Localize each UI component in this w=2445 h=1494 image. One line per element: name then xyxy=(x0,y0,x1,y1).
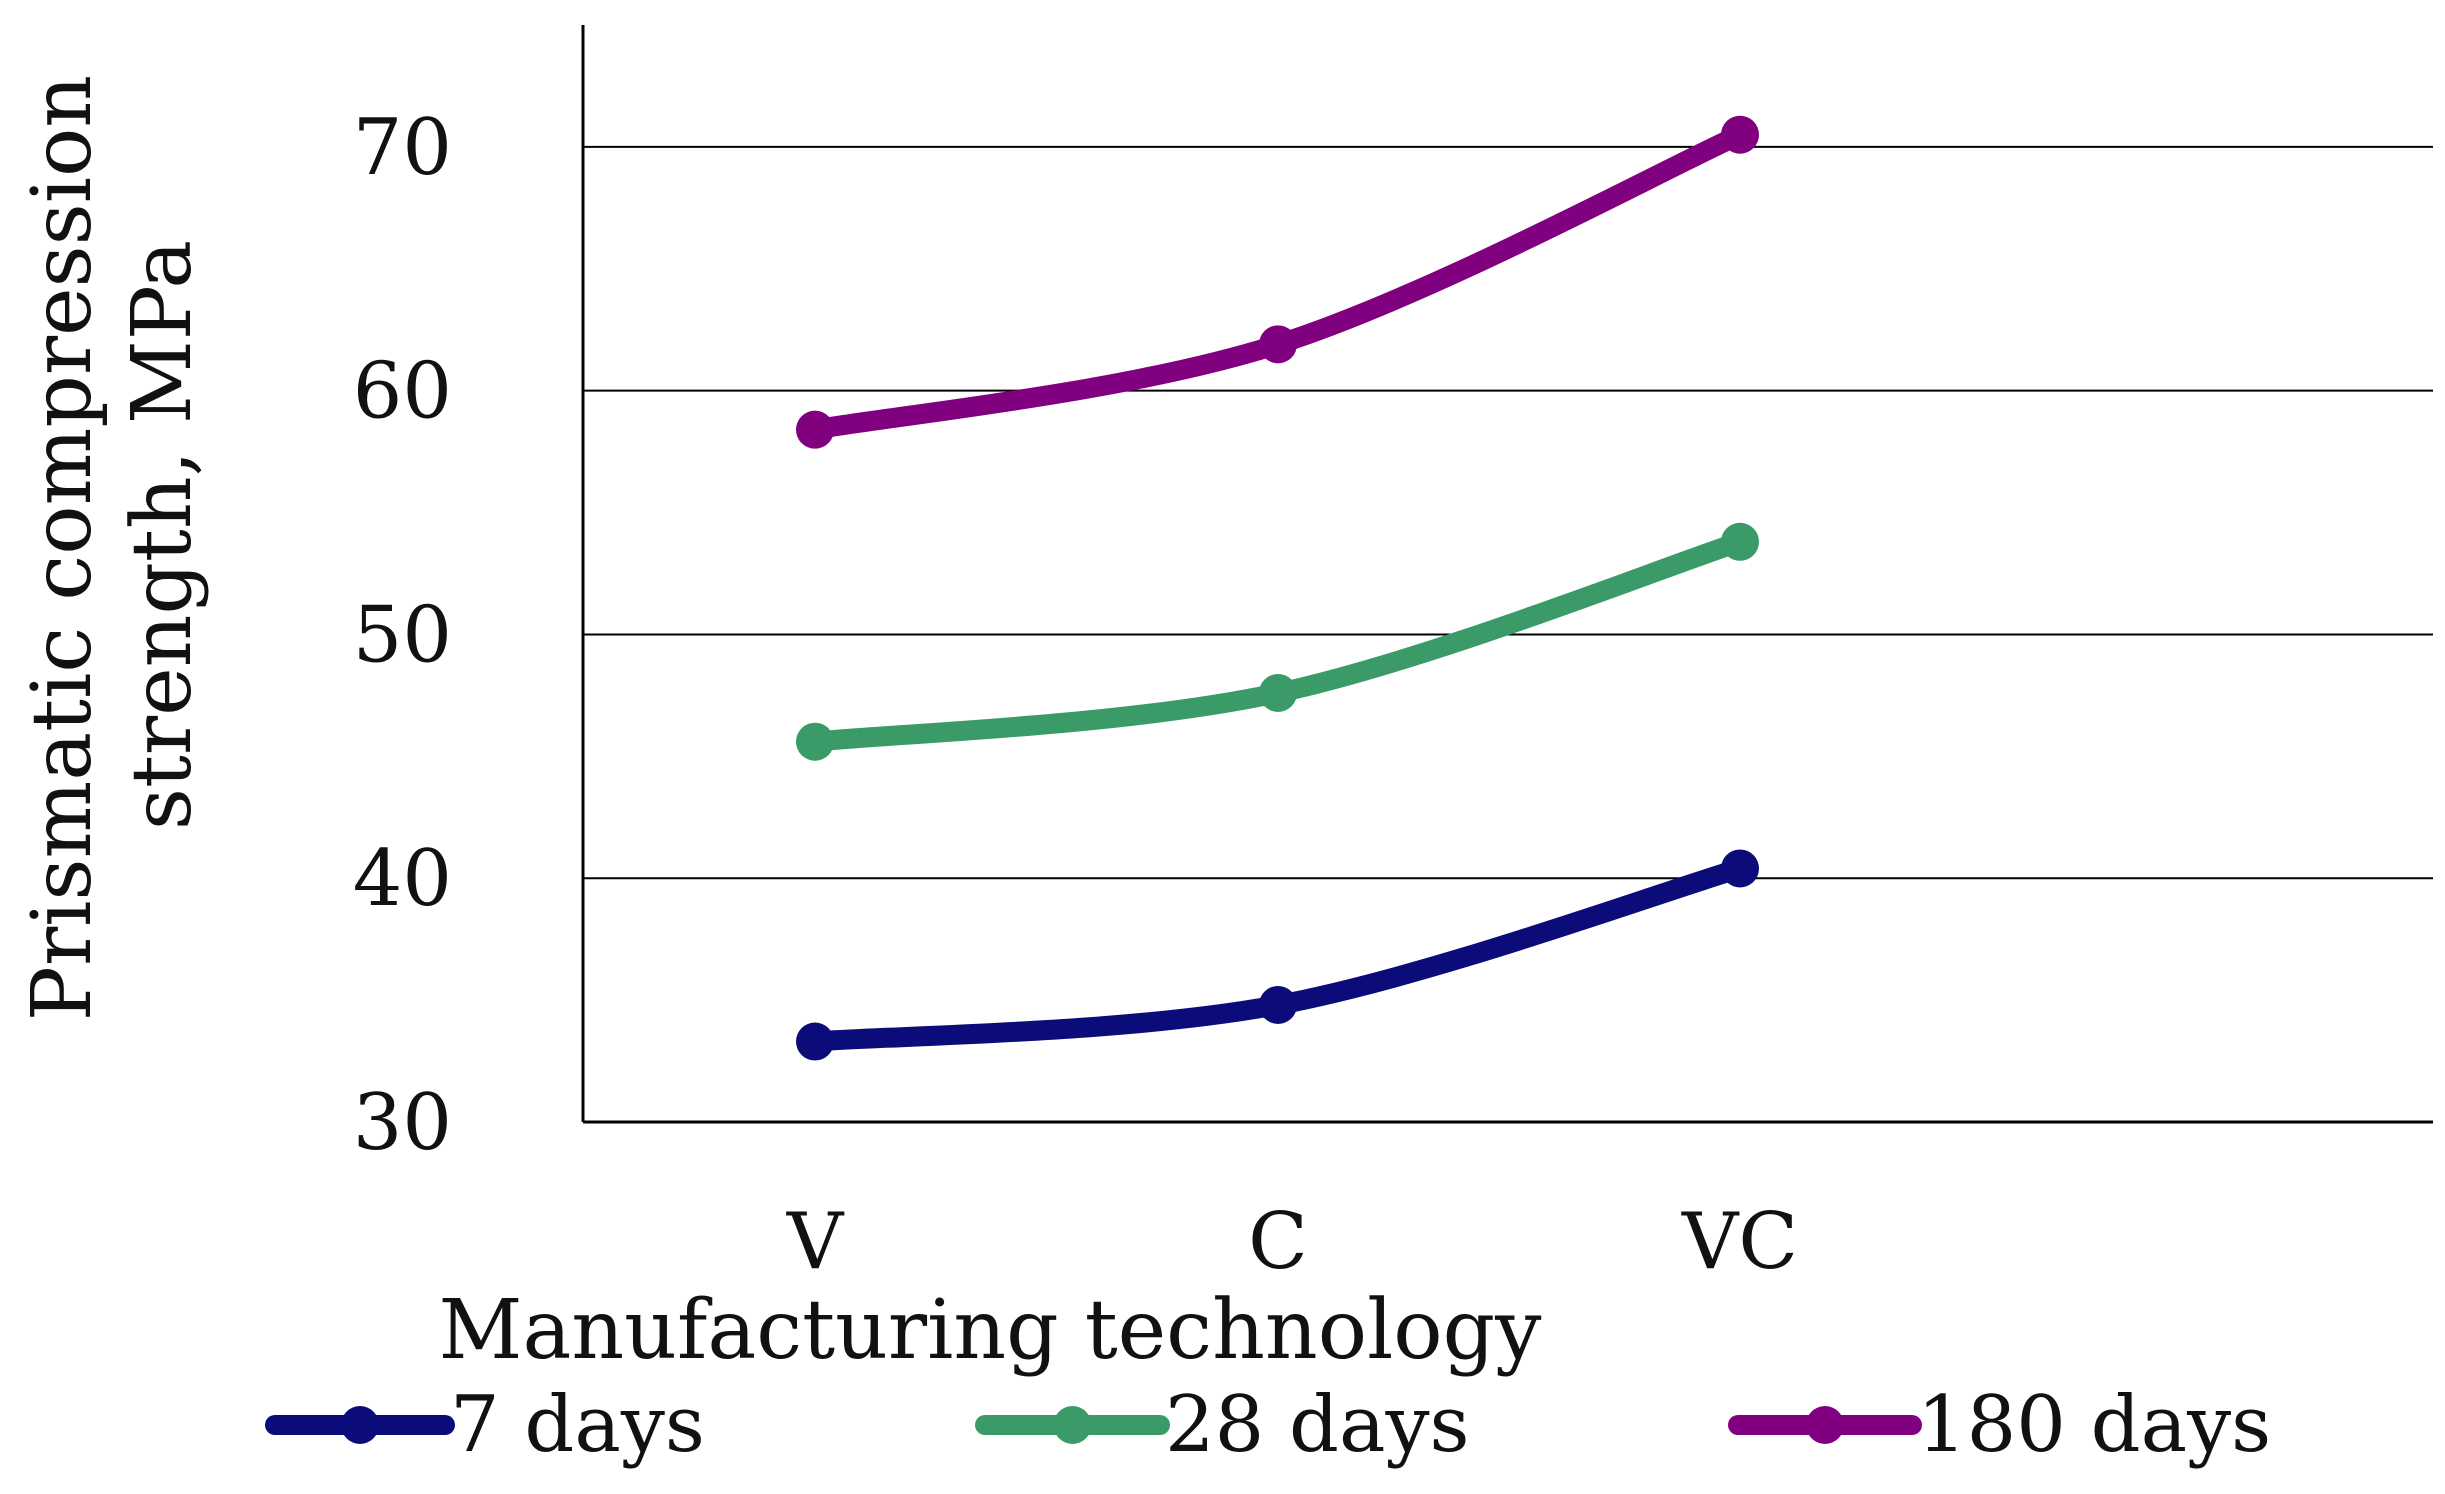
legend: 7 days 28 days 180 days xyxy=(265,1380,2271,1470)
legend-item: 28 days xyxy=(975,1380,1470,1470)
x-tick-label: C xyxy=(1248,1197,1308,1287)
x-axis-title: Manufacturing technology xyxy=(439,1283,1543,1378)
series-7-days xyxy=(796,849,1759,1061)
data-point xyxy=(1721,115,1759,154)
legend-label: 28 days xyxy=(1165,1380,1470,1470)
x-tick-labels: V C VC xyxy=(786,1197,1798,1287)
axes xyxy=(581,25,2433,1124)
data-point xyxy=(1721,522,1759,561)
y-tick-label: 60 xyxy=(353,347,452,437)
series-28-days xyxy=(796,522,1759,761)
series-180-days xyxy=(796,115,1759,449)
data-point xyxy=(1259,673,1297,712)
y-tick-label: 40 xyxy=(353,834,452,924)
data-point xyxy=(1259,325,1297,364)
series-lines xyxy=(796,115,1759,1061)
data-point xyxy=(1259,985,1297,1024)
legend-item: 180 days xyxy=(1728,1380,2271,1470)
legend-label: 7 days xyxy=(450,1380,705,1470)
y-axis-title-line-2: strength, MPa xyxy=(115,240,210,830)
gridlines xyxy=(583,145,2433,880)
data-point xyxy=(796,410,834,449)
legend-label: 180 days xyxy=(1917,1380,2271,1470)
data-point xyxy=(796,1022,834,1061)
x-tick-label: V xyxy=(786,1197,845,1287)
legend-item: 7 days xyxy=(265,1380,705,1470)
y-axis-title-line-1: Prismatic compression xyxy=(15,75,110,1021)
data-point xyxy=(796,722,834,761)
legend-swatch-marker xyxy=(1806,1406,1844,1444)
x-tick-label: VC xyxy=(1681,1197,1798,1287)
legend-swatch-marker xyxy=(1053,1406,1092,1444)
y-tick-label: 70 xyxy=(353,103,452,193)
y-tick-label: 30 xyxy=(353,1078,452,1168)
data-point xyxy=(1721,849,1759,888)
y-tick-labels: 30 40 50 60 70 xyxy=(353,103,452,1168)
y-axis-title: Prismatic compression strength, MPa xyxy=(15,49,210,1021)
series-line xyxy=(805,124,1750,440)
y-tick-label: 50 xyxy=(353,590,452,680)
legend-swatch-marker xyxy=(341,1406,379,1444)
